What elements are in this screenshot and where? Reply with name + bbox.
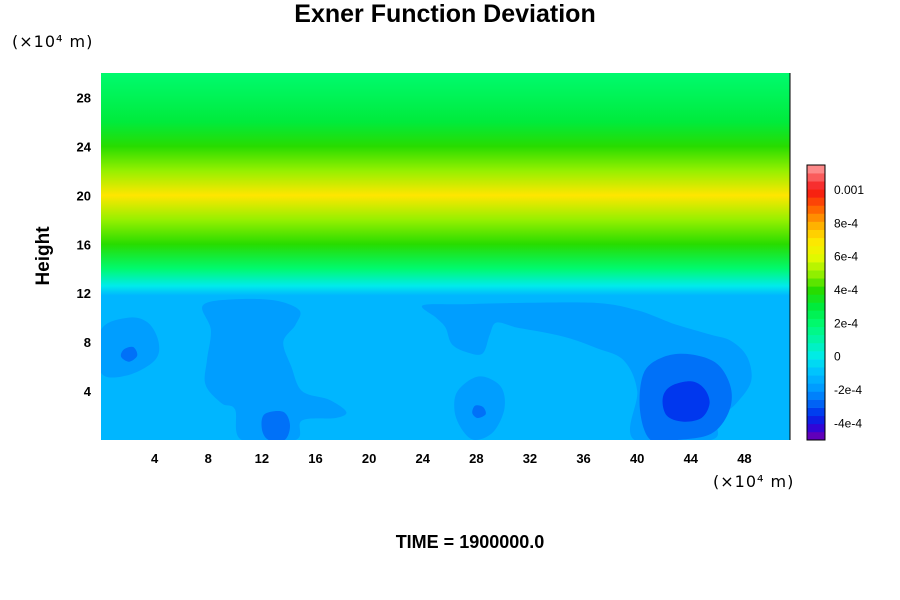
- contour-region-1: [120, 346, 138, 362]
- x-tick-label: 16: [308, 451, 322, 466]
- colorbar-band: [807, 375, 825, 384]
- colorbar-tick-label: 6e-4: [834, 250, 858, 264]
- x-axis-unit: (×10⁴ m): [713, 472, 795, 491]
- colorbar-band: [807, 237, 825, 247]
- contour-region-6: [662, 381, 710, 422]
- colorbar-band: [807, 367, 825, 376]
- x-tick-label: 8: [205, 451, 212, 466]
- colorbar-band: [807, 294, 825, 303]
- colorbar-band: [807, 181, 825, 190]
- colorbar-band: [807, 310, 825, 319]
- colorbar-band: [807, 165, 825, 174]
- colorbar-band: [807, 253, 825, 263]
- colorbar-band: [807, 423, 825, 433]
- colorbar-band: [807, 318, 825, 328]
- x-tick-label: 20: [362, 451, 376, 466]
- x-tick-label: 32: [523, 451, 537, 466]
- colorbar-band: [807, 359, 825, 368]
- x-tick-label: 48: [737, 451, 751, 466]
- colorbar-band: [807, 302, 825, 311]
- x-tick-label: 12: [255, 451, 269, 466]
- colorbar-band: [807, 334, 825, 344]
- contour-region-8: [472, 405, 486, 419]
- colorbar-band: [807, 173, 825, 182]
- y-tick-label: 20: [77, 188, 91, 203]
- contour-region-2: [202, 298, 347, 440]
- colorbar-band: [807, 278, 825, 287]
- colorbar-band: [807, 189, 825, 198]
- y-tick-label: 16: [77, 237, 91, 252]
- colorbar-tick-label: -4e-4: [834, 416, 862, 430]
- colorbar-band: [807, 245, 825, 255]
- time-label: TIME = 1900000.0: [395, 532, 545, 552]
- colorbar-band: [807, 399, 825, 408]
- colorbar-band: [807, 391, 825, 400]
- x-tick-label: 36: [576, 451, 590, 466]
- colorbar-band: [807, 351, 825, 360]
- contour-region-3: [261, 411, 291, 440]
- x-tick-label: 40: [630, 451, 644, 466]
- colorbar-tick-label: 8e-4: [834, 216, 858, 230]
- chart-title: Exner Function Deviation: [294, 0, 596, 28]
- colorbar-band: [807, 407, 825, 417]
- colorbar-band: [807, 431, 825, 441]
- x-tick-label: 24: [415, 451, 430, 466]
- colorbar-band: [807, 221, 825, 231]
- colorbar-band: [807, 197, 825, 206]
- colorbar-band: [807, 262, 825, 271]
- colorbar-band: [807, 286, 825, 295]
- colorbar-band: [807, 270, 825, 279]
- colorbar-band: [807, 213, 825, 222]
- colorbar-tick-label: 0.001: [834, 183, 864, 197]
- colorbar-band: [807, 205, 825, 214]
- x-tick-label: 44: [684, 451, 699, 466]
- x-tick-label: 28: [469, 451, 483, 466]
- y-tick-label: 28: [77, 90, 91, 105]
- x-tick-label: 4: [151, 451, 159, 466]
- colorbar-band: [807, 415, 825, 425]
- colorbar-band: [807, 342, 825, 352]
- colorbar-frame: [806, 164, 826, 441]
- colorbar-tick-label: 4e-4: [834, 283, 858, 297]
- y-axis-unit: (×10⁴ m): [12, 32, 94, 51]
- y-tick-label: 24: [77, 139, 92, 154]
- colorbar-tick-label: -2e-4: [834, 383, 862, 397]
- colorbar-tick-label: 0: [834, 350, 841, 364]
- colorbar-tick-label: 2e-4: [834, 316, 858, 330]
- y-tick-label: 12: [77, 286, 91, 301]
- colorbar-band: [807, 383, 825, 392]
- y-tick-label: 8: [84, 335, 91, 350]
- colorbar-band: [807, 229, 825, 239]
- y-tick-label: 4: [84, 384, 92, 399]
- colorbar-band: [807, 326, 825, 336]
